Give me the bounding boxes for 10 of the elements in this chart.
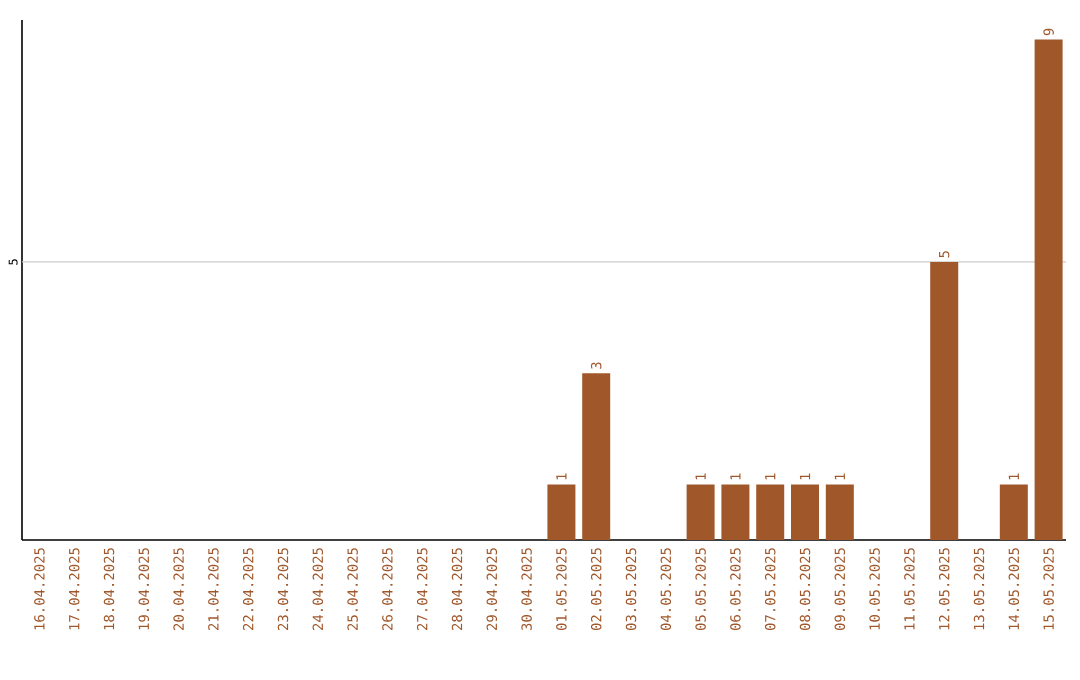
bar: [1034, 39, 1063, 540]
bar: [686, 484, 715, 540]
bar: [582, 373, 611, 540]
bar: [547, 484, 576, 540]
bar: [721, 484, 750, 540]
bar: [791, 484, 820, 540]
bar: [930, 261, 959, 540]
bar: [756, 484, 785, 540]
bar: [999, 484, 1028, 540]
bar: [825, 484, 854, 540]
